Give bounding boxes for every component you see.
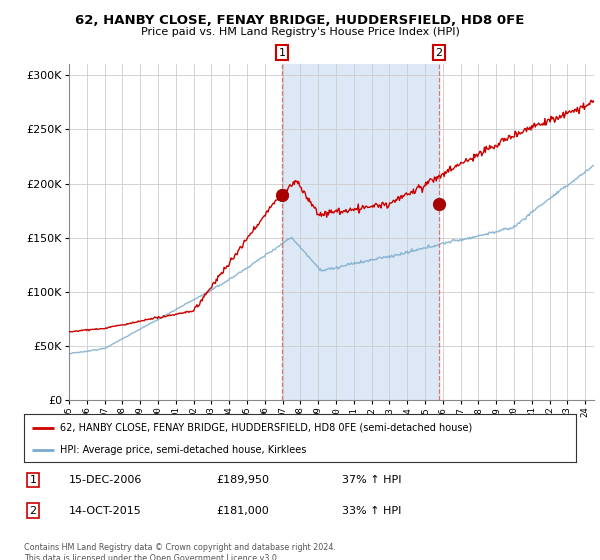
Text: 1: 1 bbox=[29, 475, 37, 485]
Text: 37% ↑ HPI: 37% ↑ HPI bbox=[342, 475, 401, 485]
Bar bbox=[282, 64, 439, 400]
Text: 2: 2 bbox=[436, 48, 443, 58]
Text: £189,950: £189,950 bbox=[216, 475, 269, 485]
Text: HPI: Average price, semi-detached house, Kirklees: HPI: Average price, semi-detached house,… bbox=[60, 445, 306, 455]
Text: Contains HM Land Registry data © Crown copyright and database right 2024.
This d: Contains HM Land Registry data © Crown c… bbox=[24, 543, 336, 560]
Text: 33% ↑ HPI: 33% ↑ HPI bbox=[342, 506, 401, 516]
Text: 62, HANBY CLOSE, FENAY BRIDGE, HUDDERSFIELD, HD8 0FE: 62, HANBY CLOSE, FENAY BRIDGE, HUDDERSFI… bbox=[76, 14, 524, 27]
Text: 14-OCT-2015: 14-OCT-2015 bbox=[69, 506, 142, 516]
Text: 2: 2 bbox=[29, 506, 37, 516]
Text: 62, HANBY CLOSE, FENAY BRIDGE, HUDDERSFIELD, HD8 0FE (semi-detached house): 62, HANBY CLOSE, FENAY BRIDGE, HUDDERSFI… bbox=[60, 423, 472, 433]
Text: £181,000: £181,000 bbox=[216, 506, 269, 516]
Text: 15-DEC-2006: 15-DEC-2006 bbox=[69, 475, 142, 485]
Text: Price paid vs. HM Land Registry's House Price Index (HPI): Price paid vs. HM Land Registry's House … bbox=[140, 27, 460, 37]
Text: 1: 1 bbox=[278, 48, 286, 58]
